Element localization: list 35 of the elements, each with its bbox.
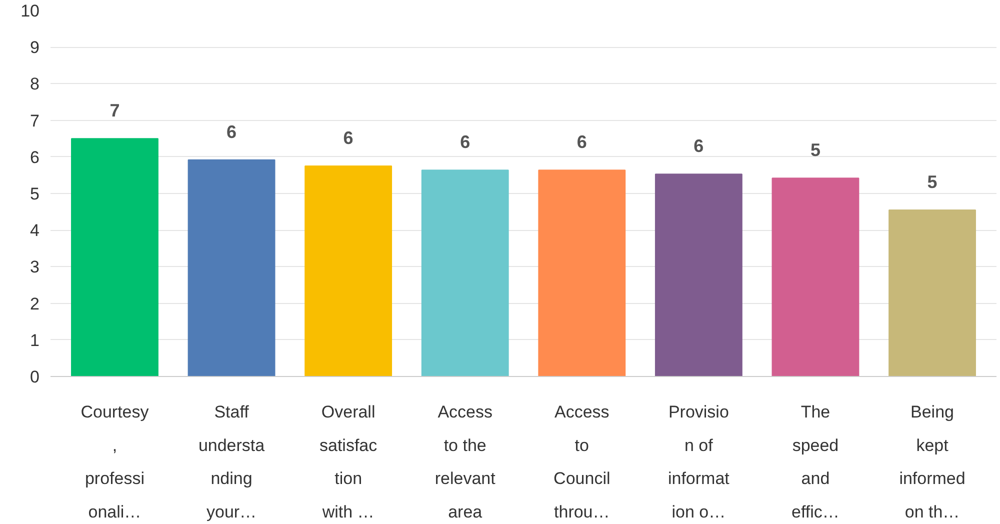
data-label: 6 bbox=[694, 136, 704, 156]
y-tick-label: 10 bbox=[20, 2, 40, 20]
x-tick-label: Being kept informed on th… bbox=[899, 402, 966, 522]
data-label: 6 bbox=[343, 128, 354, 148]
bar bbox=[71, 138, 158, 376]
x-tick-label: Courtesy , professi onali… bbox=[80, 402, 150, 522]
y-tick-label: 0 bbox=[30, 368, 40, 386]
y-tick-label: 4 bbox=[30, 221, 40, 240]
y-tick-label: 5 bbox=[30, 184, 40, 204]
bar bbox=[772, 178, 860, 376]
x-tick-label: Overall satisfac tion with … bbox=[320, 402, 378, 522]
y-tick-label: 7 bbox=[30, 111, 40, 130]
y-tick-label: 2 bbox=[30, 294, 40, 314]
bar bbox=[188, 159, 276, 376]
x-tick-label: Staff understa nding your… bbox=[198, 402, 266, 522]
y-tick-label: 8 bbox=[30, 74, 40, 94]
data-label: 5 bbox=[810, 140, 820, 160]
bar bbox=[304, 166, 392, 376]
x-tick-label: Access to Council throu… bbox=[554, 402, 610, 522]
data-label: 6 bbox=[576, 132, 587, 152]
y-tick-label: 9 bbox=[30, 38, 40, 58]
y-tick-label: 1 bbox=[30, 330, 40, 350]
bar bbox=[421, 170, 509, 376]
y-tick-label: 3 bbox=[30, 258, 40, 277]
data-label: 7 bbox=[110, 100, 120, 121]
x-tick-label: Access to the relevant area bbox=[434, 402, 496, 522]
bar bbox=[654, 174, 742, 376]
data-label: 6 bbox=[226, 122, 237, 142]
bar bbox=[888, 209, 976, 376]
data-label: 5 bbox=[927, 172, 938, 192]
x-tick-label: The speed and effic… bbox=[792, 402, 840, 522]
y-tick-label: 6 bbox=[30, 148, 40, 167]
bar bbox=[538, 170, 626, 376]
data-label: 6 bbox=[460, 132, 470, 152]
x-tick-label: Provisio n of informat ion o… bbox=[668, 402, 730, 522]
